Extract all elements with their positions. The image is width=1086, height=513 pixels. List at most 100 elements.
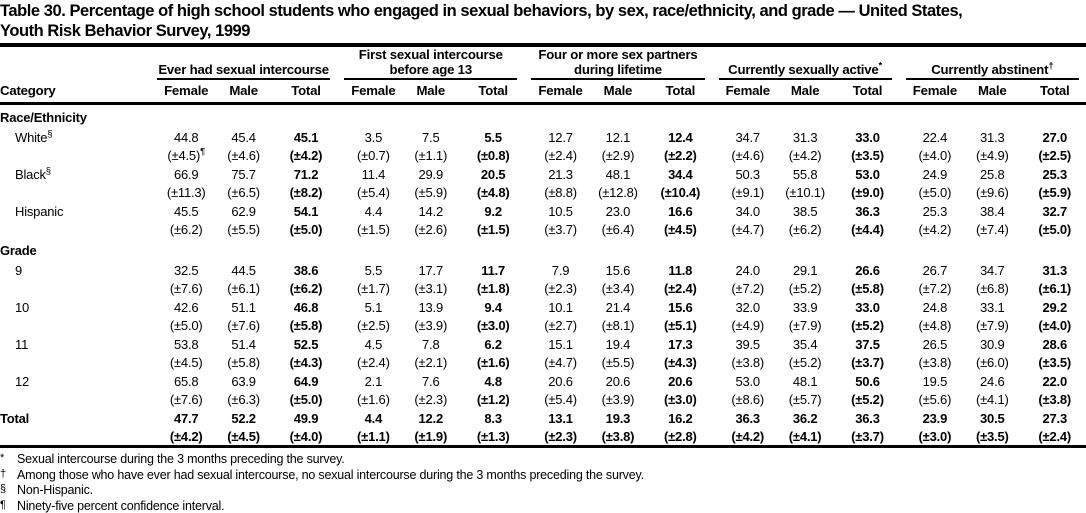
value-cell: 19.3 [587,408,649,428]
value-cell: 24.9 [899,164,961,184]
value-cell: 11.4 [337,164,399,184]
ci-cell: (±4.2) [899,221,961,238]
footnote-text: Ninety-five percent confidence interval. [17,499,224,513]
ci-cell: (±5.0) [275,221,337,238]
group-header-currently-sexually-active: Currently sexually active* [712,47,899,80]
ci-cell: (±12.8) [587,184,649,201]
ci-cell: (±4.2) [712,428,774,445]
group-label: Ever had sexual intercourse [158,62,329,77]
value-cell: 23.0 [587,201,649,221]
ci-cell: (±5.4) [524,391,586,408]
ci-cell: (±1.1) [337,428,399,445]
group-label: Currently sexually active [728,62,878,77]
value-cell: 4.8 [462,371,524,391]
ci-cell: (±6.4) [587,221,649,238]
ci-cell: (±1.2) [462,391,524,408]
ci-cell: (±6.3) [212,391,274,408]
ci-cell: (±4.0) [275,428,337,445]
ci-cell: (±11.3) [150,184,212,201]
ci-cell: (±2.7) [524,317,586,334]
ci-cell: (±8.6) [712,391,774,408]
value-cell: 27.3 [1023,408,1086,428]
ci-cell: (±4.5)¶ [150,147,212,164]
row-footnote-mark: § [46,166,51,177]
ci-cell: (±3.7) [836,428,898,445]
value-cell: 25.8 [961,164,1023,184]
value-cell: 62.9 [212,201,274,221]
ci-cell: (±10.4) [649,184,711,201]
column-header-male: Male [400,80,462,104]
value-cell: 16.2 [649,408,711,428]
column-header-male: Male [212,80,274,104]
ci-cell: (±3.0) [899,428,961,445]
ci-cell: (±5.4) [337,184,399,201]
value-cell: 47.7 [150,408,212,428]
ci-cell: (±4.9) [712,317,774,334]
ci-cell: (±4.5) [212,428,274,445]
data-table: Ever had sexual intercourse First sexual… [0,47,1086,445]
ci-cell: (±2.8) [649,428,711,445]
value-cell: 32.5 [150,260,212,280]
category-header: Category [0,80,150,104]
ci-cell: (±3.9) [400,317,462,334]
value-cell: 12.7 [524,127,586,147]
group-header-currently-abstinent: Currently abstinent† [899,47,1086,80]
table-title: Table 30. Percentage of high school stud… [0,0,1086,41]
value-cell: 34.7 [961,260,1023,280]
value-cell: 25.3 [1023,164,1086,184]
section-row: Grade [0,238,1086,260]
value-cell: 29.9 [400,164,462,184]
data-row-confidence-intervals: (±7.6)(±6.3)(±5.0)(±1.6)(±2.3)(±1.2)(±5.… [0,391,1086,408]
ci-cell: (±4.0) [899,147,961,164]
value-cell: 19.4 [587,334,649,354]
ci-cell: (±4.7) [712,221,774,238]
footnote-text: Non-Hispanic. [17,483,93,497]
table-title-line1: Table 30. Percentage of high school stud… [0,1,1086,21]
data-row-confidence-intervals: (±5.0)(±7.6)(±5.8)(±2.5)(±3.9)(±3.0)(±2.… [0,317,1086,334]
column-header-female: Female [524,80,586,104]
ci-cell: (±5.7) [774,391,836,408]
value-cell: 45.5 [150,201,212,221]
value-cell: 4.4 [337,408,399,428]
row-label: Total [0,408,150,445]
section-header: Grade [0,238,1086,260]
value-cell: 9.4 [462,297,524,317]
value-cell: 12.4 [649,127,711,147]
ci-cell: (±3.0) [649,391,711,408]
ci-cell: (±1.6) [337,391,399,408]
value-cell: 12.2 [400,408,462,428]
ci-cell: (±5.9) [1023,184,1086,201]
value-cell: 54.1 [275,201,337,221]
ci-cell: (±2.6) [400,221,462,238]
value-cell: 51.4 [212,334,274,354]
ci-cell: (±9.1) [712,184,774,201]
ci-cell: (±5.6) [899,391,961,408]
ci-cell: (±4.0) [1023,317,1086,334]
ci-cell: (±2.9) [587,147,649,164]
ci-cell: (±1.5) [462,221,524,238]
ci-cell: (±1.1) [400,147,462,164]
ci-cell: (±6.2) [150,221,212,238]
row-footnote-mark: § [47,129,52,140]
footnote-active: *Sexual intercourse during the 3 months … [0,451,1086,467]
value-cell: 51.1 [212,297,274,317]
value-cell: 55.8 [774,164,836,184]
value-cell: 27.0 [1023,127,1086,147]
value-cell: 17.7 [400,260,462,280]
ci-cell: (±3.1) [400,280,462,297]
column-header-female: Female [150,80,212,104]
value-cell: 53.0 [836,164,898,184]
value-cell: 50.3 [712,164,774,184]
ci-cell: (±4.6) [212,147,274,164]
value-cell: 11.8 [649,260,711,280]
value-cell: 36.2 [774,408,836,428]
data-row-confidence-intervals: (±7.6)(±6.1)(±6.2)(±1.7)(±3.1)(±1.8)(±2.… [0,280,1086,297]
value-cell: 37.5 [836,334,898,354]
value-cell: 26.7 [899,260,961,280]
ci-cell: (±1.6) [462,354,524,371]
group-footnote-mark: * [879,61,883,72]
ci-cell: (±10.1) [774,184,836,201]
